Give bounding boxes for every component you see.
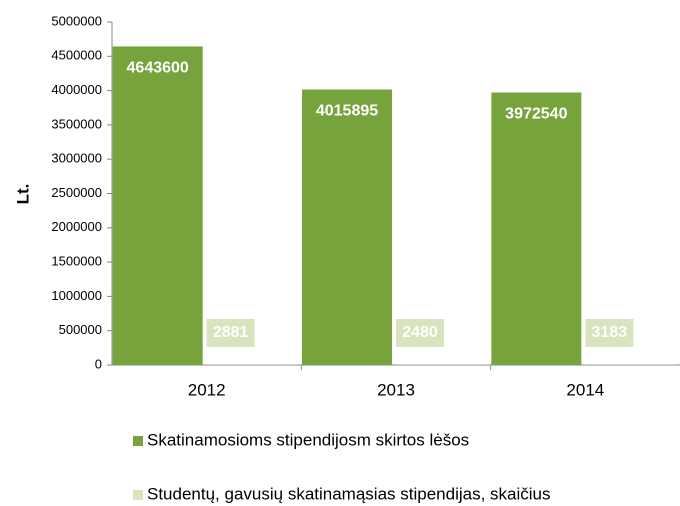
y-tick-label: 4000000 xyxy=(51,82,102,97)
x-tick-label: 2014 xyxy=(566,380,604,399)
y-tick-label: 500000 xyxy=(59,322,102,337)
y-tick-label: 4500000 xyxy=(51,48,102,63)
y-tick-label: 5000000 xyxy=(51,13,102,28)
x-tick-label: 2013 xyxy=(377,380,415,399)
y-axis-label: Lt. xyxy=(13,184,32,205)
bar xyxy=(491,92,582,365)
legend-label: Skatinamosioms stipendijosm skirtos lėšo… xyxy=(147,430,469,449)
x-tick-label: 2012 xyxy=(188,380,226,399)
legend-label: Studentų, gavusių skatinamąsias stipendi… xyxy=(147,484,551,503)
legend-marker xyxy=(133,436,143,446)
value-label: 2480 xyxy=(402,324,438,341)
value-label: 4015895 xyxy=(316,103,378,120)
value-label-box xyxy=(206,319,255,347)
bar xyxy=(302,89,392,365)
value-label-box xyxy=(585,319,634,347)
value-label: 3972540 xyxy=(505,106,567,123)
bar xyxy=(112,46,203,366)
value-label: 2881 xyxy=(213,324,249,341)
y-tick-label: 0 xyxy=(95,356,102,371)
y-tick-label: 1500000 xyxy=(51,254,102,269)
y-tick-label: 2500000 xyxy=(51,185,102,200)
legend-marker xyxy=(133,490,143,500)
y-tick-label: 1000000 xyxy=(51,288,102,303)
y-tick-label: 2000000 xyxy=(51,219,102,234)
value-label-box xyxy=(396,319,444,347)
y-tick-label: 3500000 xyxy=(51,116,102,131)
value-label: 3183 xyxy=(592,324,628,341)
y-tick-label: 3000000 xyxy=(51,151,102,166)
value-label: 4643600 xyxy=(127,60,189,77)
